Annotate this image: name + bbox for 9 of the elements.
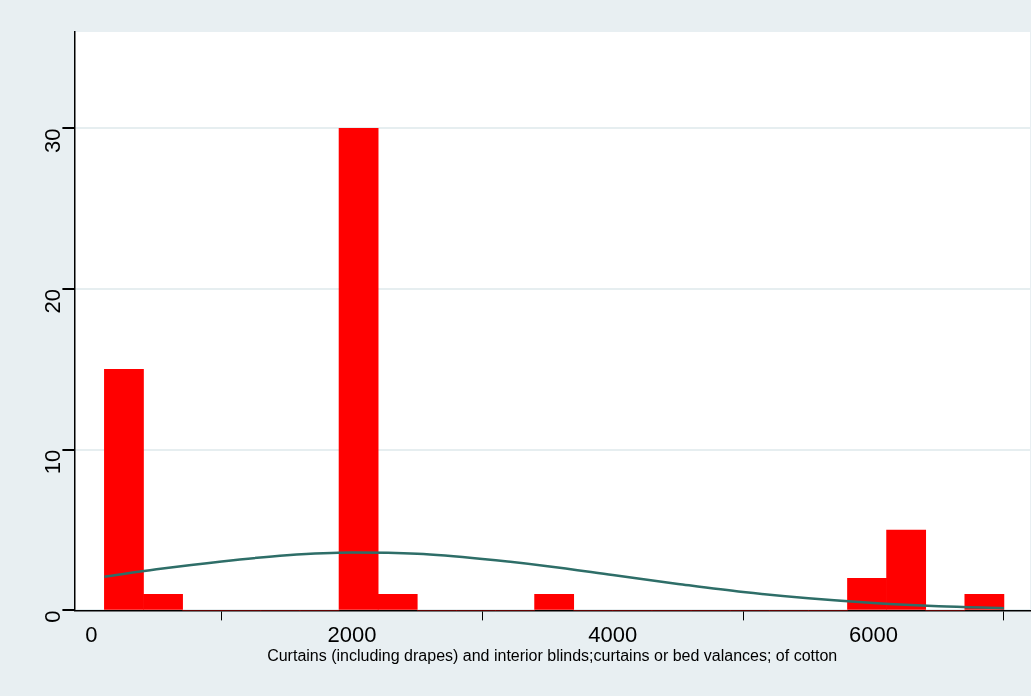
x-tick-label: 2000 [327,621,377,647]
x-tick-label: 6000 [849,621,899,647]
y-tick-label: 20 [40,289,66,314]
y-tick-label: 0 [40,610,66,623]
y-tick-label: 30 [40,128,66,153]
x-tick-label: 0 [85,621,98,647]
y-tick-label: 10 [40,449,66,475]
x-axis-title: Curtains (including drapes) and interior blinds;curtains or bed valances; of cotton [267,646,838,664]
x-tick-label: 4000 [588,621,638,647]
